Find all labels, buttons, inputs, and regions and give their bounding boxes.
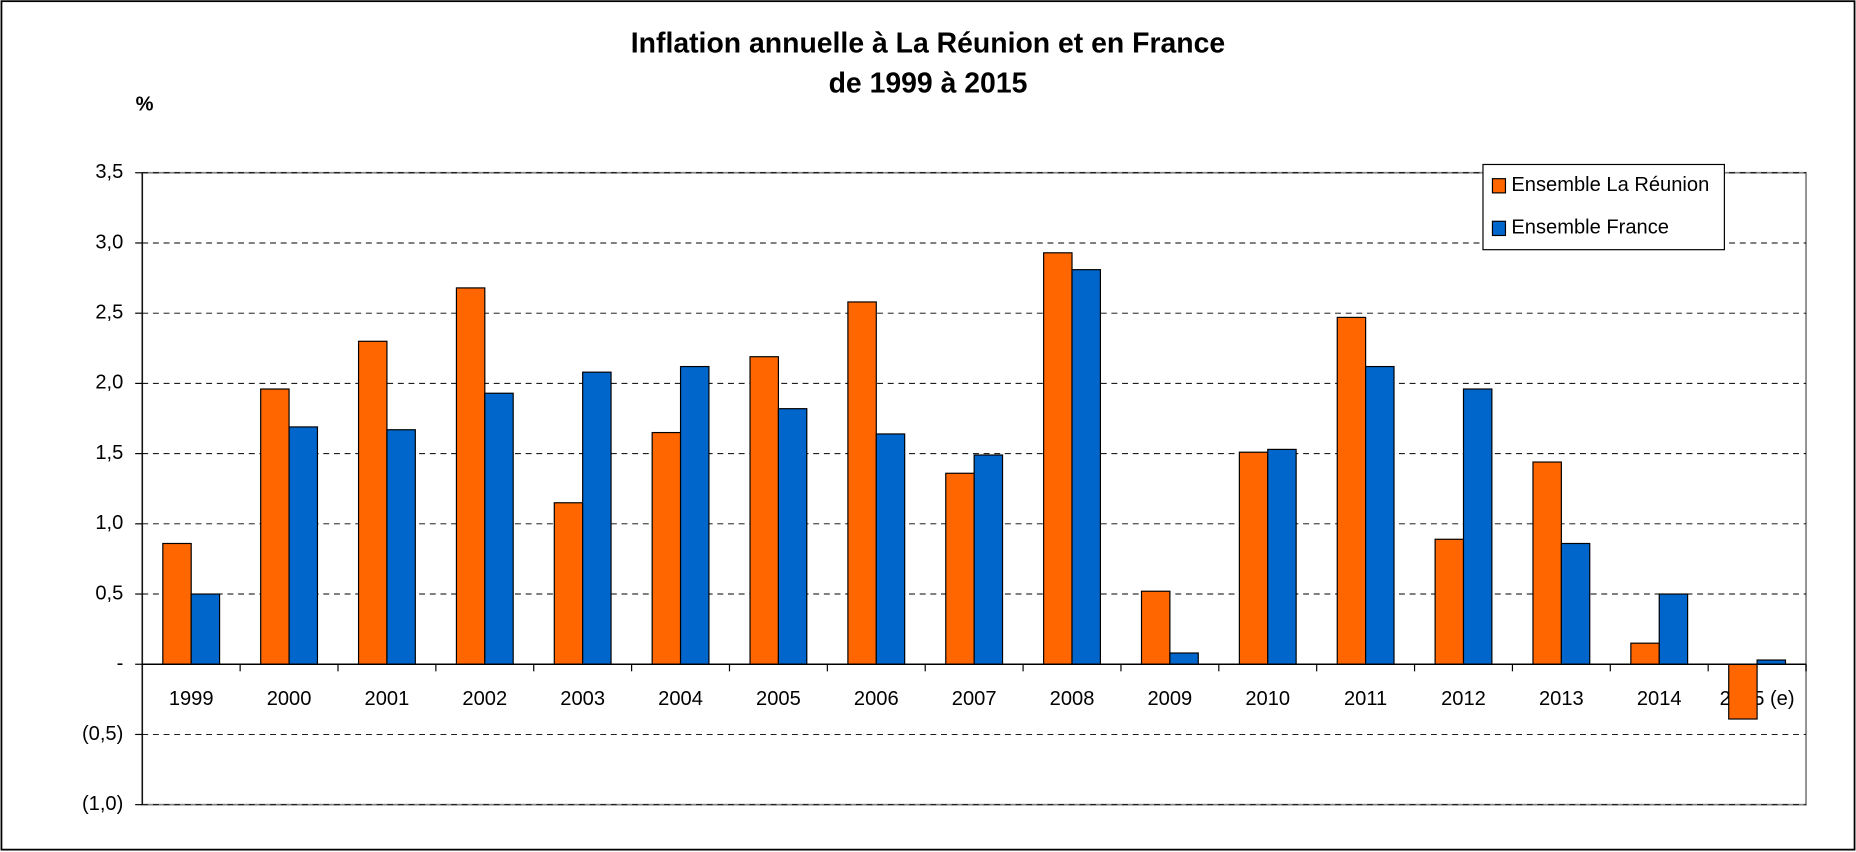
bar (1336, 316, 1367, 665)
bar (777, 408, 808, 665)
x-tick-label: 2003 (560, 688, 605, 710)
bar (1043, 252, 1073, 665)
bar (190, 593, 221, 665)
x-tick-label: 2006 (854, 688, 899, 710)
y-tick-label: 3,5 (95, 161, 123, 183)
bar (1728, 663, 1758, 720)
bar (945, 472, 975, 665)
bar (260, 388, 290, 665)
bar (1434, 538, 1465, 665)
bar (386, 429, 416, 665)
x-tick-label: 2012 (1441, 688, 1486, 710)
y-tick-label: 2,5 (95, 302, 123, 324)
y-tick-label: 1,5 (95, 442, 123, 464)
bar (582, 371, 612, 665)
bar (1462, 388, 1493, 665)
bar (1365, 365, 1395, 665)
bar (847, 301, 877, 665)
bar (749, 356, 780, 665)
y-tick-label: 0,5 (95, 582, 123, 604)
x-tick-label: 2002 (462, 688, 507, 710)
bar (1071, 269, 1101, 665)
y-tick-label: 1,0 (95, 512, 123, 534)
chart-title: Inflation annuelle à La Réunion et en Fr… (631, 27, 1225, 59)
x-tick-label: 1999 (169, 688, 214, 710)
legend-label: Ensemble France (1511, 217, 1669, 239)
bar (679, 365, 710, 665)
bar (1267, 448, 1297, 665)
y-tick-label: 2,0 (95, 372, 123, 394)
x-tick-label: 2004 (658, 688, 703, 710)
bar (651, 431, 682, 665)
y-axis-label: % (136, 94, 154, 116)
bar (357, 340, 388, 665)
bar (455, 287, 486, 665)
bar (288, 426, 319, 665)
x-tick-label: 2014 (1637, 688, 1682, 710)
bar (1169, 652, 1199, 665)
legend-label: Ensemble La Réunion (1511, 174, 1709, 196)
bar (1560, 542, 1591, 665)
bar (162, 542, 192, 665)
chart-subtitle: de 1999 à 2015 (829, 68, 1028, 100)
y-tick-label: - (117, 653, 124, 675)
legend-swatch (1491, 220, 1507, 237)
y-tick-label: 3,0 (95, 231, 123, 253)
x-tick-label: 2010 (1245, 688, 1290, 710)
x-tick-label: 2009 (1148, 688, 1193, 710)
x-tick-label: 2013 (1539, 688, 1584, 710)
bar (484, 392, 514, 665)
bar (1238, 451, 1269, 665)
x-tick-label: 2001 (365, 688, 410, 710)
x-tick-label: 2000 (267, 688, 312, 710)
bar (1140, 590, 1171, 665)
bar (1630, 642, 1660, 665)
bar (553, 502, 584, 665)
bar (1658, 593, 1689, 665)
legend-swatch (1491, 178, 1507, 194)
legend-box (1482, 163, 1725, 251)
y-tick-label: (0,5) (82, 723, 123, 745)
bar (875, 433, 906, 665)
x-tick-label: 2008 (1050, 688, 1095, 710)
bar (973, 454, 1004, 665)
x-tick-label: 2007 (952, 688, 997, 710)
x-tick-label: 2011 (1344, 688, 1387, 710)
y-tick-label: (1,0) (82, 793, 123, 815)
x-tick-label: 2005 (756, 688, 801, 710)
bar (1532, 461, 1562, 665)
